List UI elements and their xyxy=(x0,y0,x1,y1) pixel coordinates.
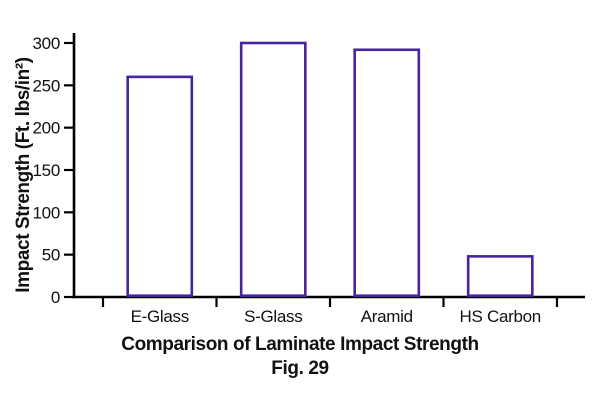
y-tick-label: 300 xyxy=(33,34,60,53)
x-category-label: E-Glass xyxy=(131,307,189,326)
y-tick-label: 150 xyxy=(33,161,60,180)
bar-s-glass xyxy=(239,41,307,297)
chart-caption: Comparison of Laminate Impact Strength xyxy=(121,334,479,355)
y-tick-label: 200 xyxy=(33,119,60,138)
y-axis-title: Impact Strength (Ft. lbs/in²) xyxy=(13,57,34,293)
x-category-label: HS Carbon xyxy=(460,307,541,326)
y-tick-label: 0 xyxy=(51,288,60,307)
y-tick-label: 100 xyxy=(33,203,60,222)
bar-aramid xyxy=(353,48,421,298)
y-tick-label: 50 xyxy=(42,246,60,265)
figure-number: Fig. 29 xyxy=(271,358,329,379)
x-category-label: S-Glass xyxy=(244,307,302,326)
bar-hs-carbon xyxy=(466,255,534,297)
bar-e-glass xyxy=(126,75,194,297)
x-category-label: Aramid xyxy=(361,307,413,326)
y-tick-label: 250 xyxy=(33,76,60,95)
